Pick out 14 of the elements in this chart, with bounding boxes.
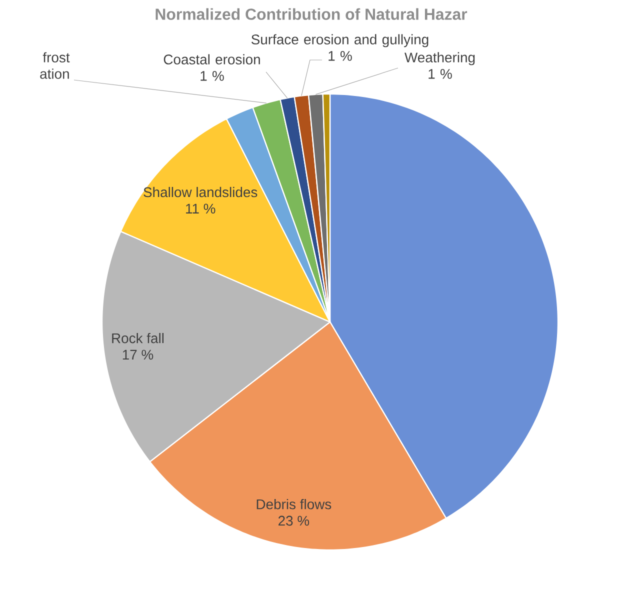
chart-title: Normalized Contribution of Natural Hazar	[156, 8, 468, 20]
slice-label: Rock fall	[112, 332, 164, 344]
slice-label: Debris flows	[256, 499, 332, 510]
slice-label: Coastal erosion	[164, 54, 260, 64]
data-label: 11 %	[186, 204, 216, 214]
slice-label: Surface erosion and gullying	[251, 34, 428, 48]
data-label: 17 %	[122, 350, 154, 360]
data-label: 1 %	[200, 71, 224, 81]
data-label: 1 %	[428, 69, 452, 79]
slice-label: Shallow landslides	[144, 186, 258, 198]
slice-label: Weathering	[404, 52, 475, 66]
data-label: 23 %	[278, 516, 310, 526]
slice-label: frost ation	[40, 52, 70, 79]
data-label: 1 %	[328, 51, 352, 61]
